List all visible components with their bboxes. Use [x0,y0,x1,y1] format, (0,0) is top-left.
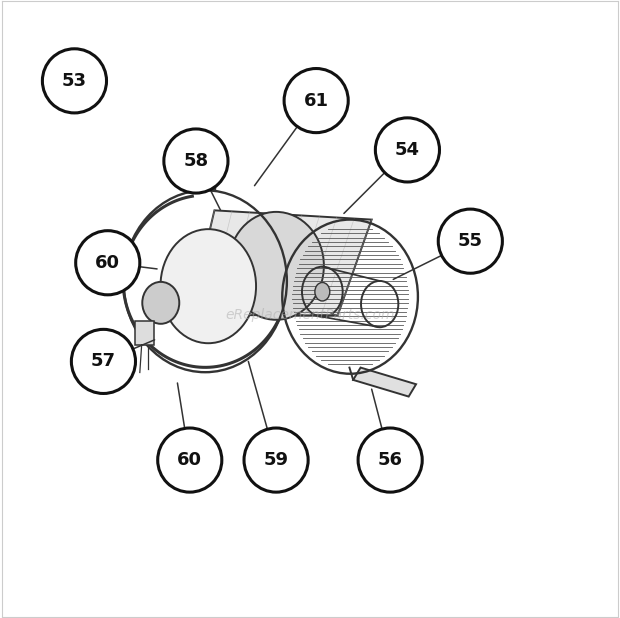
Text: 55: 55 [458,232,483,250]
Ellipse shape [315,282,330,301]
Circle shape [71,329,136,394]
Text: 57: 57 [91,352,116,370]
Text: 56: 56 [378,451,402,469]
Circle shape [438,209,502,273]
Text: eReplacementParts.com: eReplacementParts.com [225,308,395,322]
Text: 58: 58 [184,152,208,170]
Circle shape [157,428,222,492]
Text: 60: 60 [95,254,120,272]
Ellipse shape [142,282,179,324]
Circle shape [42,49,107,113]
Bar [136,321,154,345]
Ellipse shape [161,229,256,343]
Text: 59: 59 [264,451,288,469]
Circle shape [375,118,440,182]
Circle shape [76,231,140,295]
Circle shape [358,428,422,492]
Text: 60: 60 [177,451,202,469]
Circle shape [284,69,348,133]
Circle shape [244,428,308,492]
Ellipse shape [228,212,324,320]
Text: 54: 54 [395,141,420,159]
Text: 53: 53 [62,72,87,90]
Circle shape [164,129,228,193]
Polygon shape [190,210,371,315]
Text: 61: 61 [304,91,329,109]
Polygon shape [353,368,416,397]
